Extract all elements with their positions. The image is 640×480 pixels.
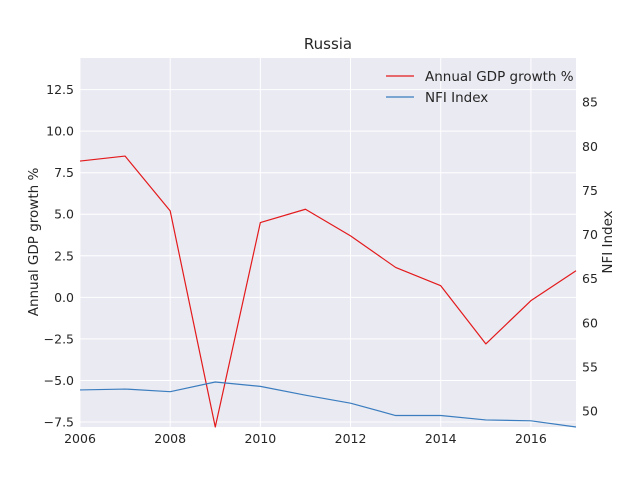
y-axis-label: Annual GDP growth % — [26, 168, 42, 317]
y-tick-label: 10.0 — [46, 124, 74, 139]
y2-tick-label: 60 — [582, 315, 598, 330]
x-tick-labels: 2006 2008 2010 2012 2014 2016 — [64, 431, 547, 446]
plot-area — [80, 58, 576, 427]
y2-tick-label: 80 — [582, 139, 598, 154]
y2-tick-label: 70 — [582, 227, 598, 242]
x-tick-label: 2012 — [335, 431, 367, 446]
gdp-growth-line — [79, 155, 577, 428]
gridlines — [79, 58, 576, 427]
y2-tick-label: 50 — [582, 404, 598, 419]
x-tick-label: 2010 — [244, 431, 276, 446]
right-y-tick-labels: 85 80 75 70 65 60 55 50 — [582, 95, 598, 419]
x-tick-label: 2014 — [425, 431, 457, 446]
legend-label-nfi: NFI Index — [425, 90, 488, 106]
y-tick-label: 0.0 — [54, 290, 74, 305]
y-tick-label: −2.5 — [44, 331, 74, 346]
y2-tick-label: 65 — [582, 271, 598, 286]
legend: Annual GDP growth % NFI Index — [386, 69, 574, 106]
legend-label-gdp: Annual GDP growth % — [425, 69, 574, 85]
y-tick-label: 12.5 — [46, 82, 74, 97]
y-tick-label: −7.5 — [44, 415, 74, 430]
nfi-index-line — [79, 381, 577, 428]
x-tick-label: 2008 — [154, 431, 186, 446]
y2-axis-label: NFI Index — [600, 210, 616, 273]
y2-tick-label: 85 — [582, 95, 598, 110]
series-lines — [79, 155, 577, 428]
y-tick-label: 5.0 — [54, 207, 74, 222]
x-tick-label: 2016 — [515, 431, 547, 446]
y-tick-label: 7.5 — [54, 165, 74, 180]
y2-tick-label: 55 — [582, 359, 598, 374]
x-tick-label: 2006 — [64, 431, 96, 446]
y-tick-label: −5.0 — [44, 373, 74, 388]
y-tick-label: 2.5 — [54, 248, 74, 263]
y2-tick-label: 75 — [582, 183, 598, 198]
chart-title: Russia — [304, 35, 352, 53]
left-y-tick-labels: 12.5 10.0 7.5 5.0 2.5 0.0 −2.5 −5.0 −7.5 — [44, 82, 74, 429]
